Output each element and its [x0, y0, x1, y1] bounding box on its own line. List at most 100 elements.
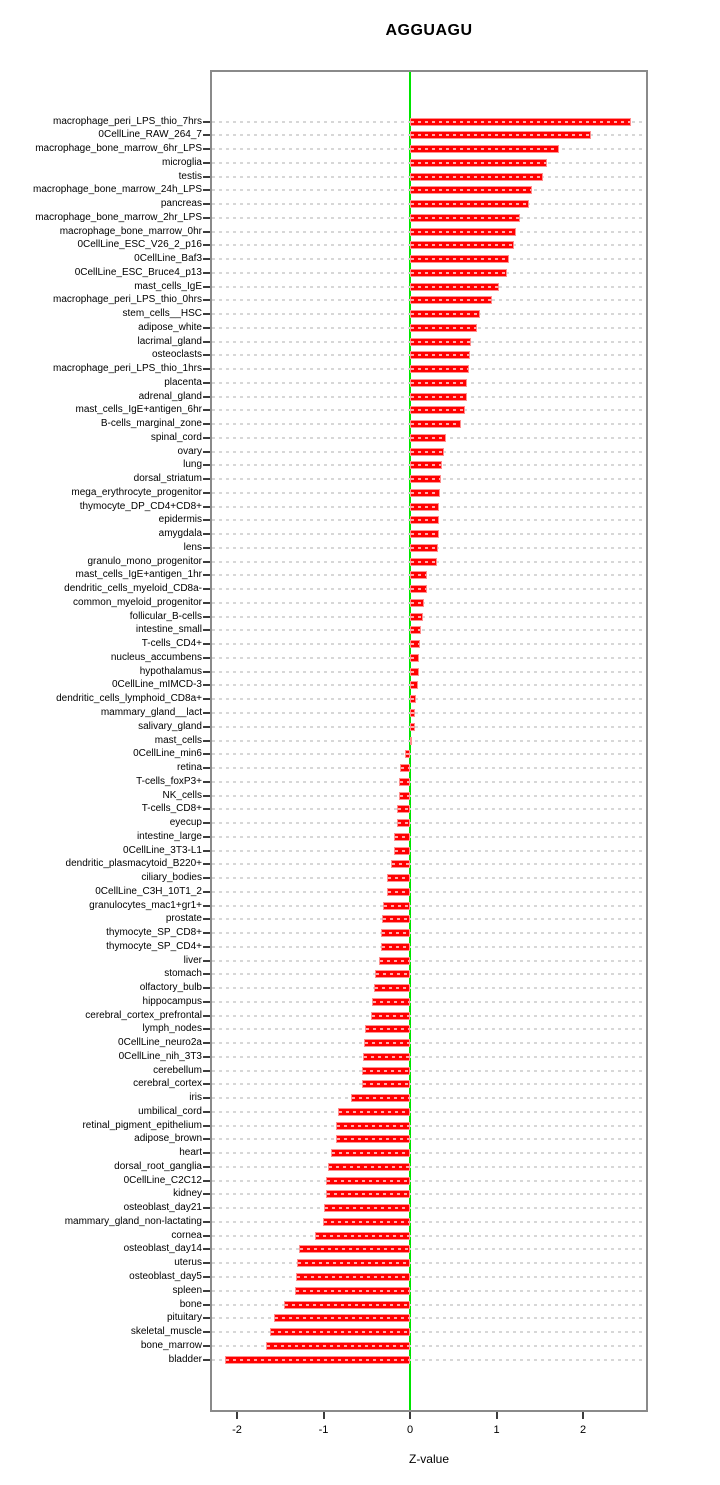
bar-grid-overlay: [327, 1193, 409, 1196]
y-tick: [203, 436, 210, 439]
bar: [363, 1052, 410, 1061]
bar: [410, 722, 416, 731]
bar: [400, 764, 410, 773]
bar: [380, 942, 410, 951]
y-tick: [203, 313, 210, 316]
bar-grid-overlay: [411, 478, 441, 481]
category-label: intestine_small: [135, 624, 202, 636]
bar-grid-overlay: [398, 822, 409, 825]
bar-grid-overlay: [411, 161, 546, 164]
bar: [410, 543, 438, 552]
x-tick-label: 1: [493, 1424, 500, 1436]
bar: [381, 929, 410, 938]
bar: [410, 447, 444, 456]
category-label: T-cells_foxP3+: [136, 775, 202, 787]
bar-grid-overlay: [372, 1000, 409, 1003]
bar: [410, 378, 468, 387]
bar-grid-overlay: [275, 1317, 409, 1320]
bar: [410, 557, 437, 566]
bar: [338, 1107, 410, 1116]
category-label: mast_cells: [154, 734, 202, 746]
grid-line: [212, 629, 646, 632]
grid-line: [212, 1358, 646, 1361]
y-tick: [203, 395, 210, 398]
bar: [296, 1259, 410, 1268]
bar-grid-overlay: [337, 1124, 409, 1127]
y-tick: [203, 464, 210, 467]
plot-box: [203, 70, 648, 1412]
y-tick: [203, 684, 210, 687]
y-tick: [203, 656, 210, 659]
bar: [351, 1094, 410, 1103]
grid-line: [212, 1262, 646, 1265]
bar-grid-overlay: [339, 1110, 409, 1113]
y-tick: [203, 423, 210, 426]
bar: [397, 819, 410, 828]
category-label: liver: [183, 954, 202, 966]
bar-grid-overlay: [411, 271, 506, 274]
y-tick: [203, 478, 210, 481]
grid-line: [212, 1000, 646, 1003]
grid-line: [212, 1055, 646, 1058]
grid-line: [212, 739, 646, 742]
grid-line: [212, 863, 646, 866]
category-label: eyecup: [169, 817, 202, 829]
category-label: T-cells_CD4+: [141, 638, 202, 650]
category-label: macrophage_peri_LPS_thio_1hrs: [53, 363, 202, 375]
bar: [410, 640, 420, 649]
bar: [410, 241, 514, 250]
category-label: osteoblast_day5: [129, 1271, 202, 1282]
y-tick: [203, 1069, 210, 1072]
bar: [410, 653, 419, 662]
category-label: kidney: [173, 1188, 202, 1200]
grid-line: [212, 1303, 646, 1306]
y-tick: [203, 450, 210, 453]
category-label: 0CellLine_Baf3: [134, 253, 202, 265]
y-tick: [203, 134, 210, 137]
bar-grid-overlay: [315, 1234, 409, 1237]
bar-grid-overlay: [411, 285, 499, 288]
y-tick: [203, 244, 210, 247]
bar: [410, 585, 428, 594]
grid-line: [212, 767, 646, 770]
category-label: olfactory_bulb: [139, 982, 202, 994]
y-tick: [203, 835, 210, 838]
bar-grid-overlay: [411, 148, 558, 150]
category-label: B-cells_marginal_zone: [100, 418, 202, 430]
grid-line: [212, 959, 646, 962]
bar-grid-overlay: [383, 918, 409, 921]
category-label: mega_erythrocyte_progenitor: [71, 486, 202, 498]
bar-grid-overlay: [399, 794, 409, 797]
bar: [410, 420, 462, 429]
bar: [386, 874, 410, 883]
category-label: iris: [189, 1092, 202, 1104]
bar: [410, 131, 591, 140]
bar-grid-overlay: [411, 574, 427, 577]
y-tick: [203, 725, 210, 728]
grid-line: [212, 1124, 646, 1127]
category-label: spleen: [172, 1284, 202, 1296]
x-axis-title: Z-value: [408, 1452, 449, 1466]
bar: [398, 777, 410, 786]
chart-title: AGGUAGU: [385, 22, 473, 39]
bar-grid-overlay: [366, 1028, 409, 1031]
category-label: pancreas: [160, 198, 202, 210]
bar: [322, 1217, 410, 1226]
bar: [361, 1080, 410, 1089]
category-label: ovary: [177, 445, 202, 457]
bar-grid-overlay: [411, 244, 513, 247]
y-tick: [203, 945, 210, 948]
bar: [365, 1025, 410, 1034]
y-tick: [203, 918, 210, 921]
y-tick: [203, 959, 210, 962]
bar: [410, 667, 419, 676]
bar: [410, 530, 439, 539]
bar-grid-overlay: [411, 670, 418, 673]
y-tick: [203, 1097, 210, 1100]
bar: [224, 1355, 410, 1364]
y-tick: [203, 890, 210, 893]
category-label: amygdala: [158, 528, 202, 540]
bar: [410, 709, 416, 717]
bar: [295, 1273, 410, 1281]
category-label: 0CellLine_C3H_10T1_2: [95, 885, 202, 897]
